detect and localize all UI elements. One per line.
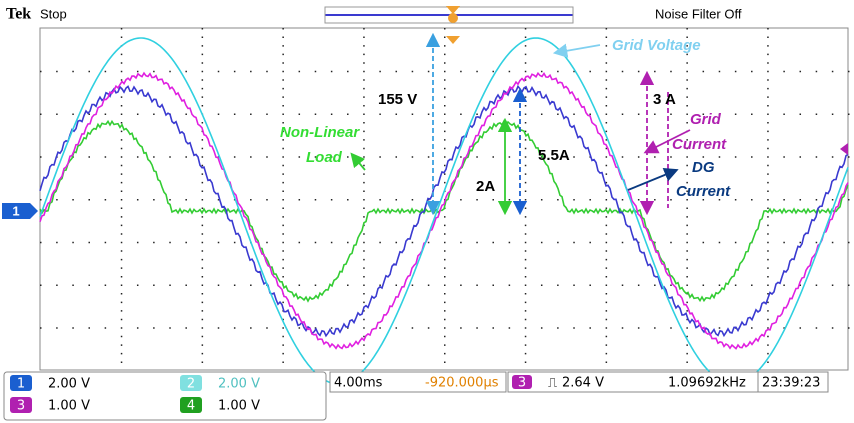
label-dg-current: Current: [676, 183, 731, 200]
status: Stop: [40, 6, 67, 21]
channel-number: 4: [187, 399, 195, 414]
label-dg-current: DG: [692, 159, 715, 176]
channel-marker-label: 1: [12, 203, 19, 218]
channel-scale: 2.00 V: [48, 377, 90, 392]
label-grid-voltage: Grid Voltage: [612, 37, 701, 54]
oscilloscope: Tek Stop Noise Filter Off 1 Grid Voltage…: [0, 0, 854, 423]
channel-scale: 1.00 V: [48, 399, 90, 414]
brand: Tek: [6, 6, 31, 23]
label-grid-current-peak: 3 A: [653, 91, 676, 108]
channel-scale: 1.00 V: [218, 399, 260, 414]
trigger-channel: 3: [518, 376, 526, 391]
clock: 23:39:23: [762, 376, 820, 391]
label-dg-current-peak: 5.5A: [538, 147, 570, 164]
channel-scale: 2.00 V: [218, 377, 260, 392]
frequency: 1.09692kHz: [668, 376, 746, 391]
timebase: 4.00ms: [334, 376, 383, 391]
trigger-icon: ⎍: [548, 376, 557, 391]
label-load: Load: [306, 149, 343, 166]
channel-number: 2: [187, 377, 195, 392]
label-grid-current: Current: [672, 136, 727, 153]
filter-status: Noise Filter Off: [655, 6, 742, 21]
label-load: Non-Linear: [280, 124, 360, 141]
label-load-current-peak: 2A: [476, 178, 495, 195]
label-grid-current: Grid: [690, 111, 722, 128]
label-voltage-peak: 155 V: [378, 91, 417, 108]
trigger-level: 2.64 V: [562, 376, 604, 391]
channel-number: 3: [17, 399, 25, 414]
channel-number: 1: [17, 377, 25, 392]
position: -920.000µs: [425, 376, 499, 391]
